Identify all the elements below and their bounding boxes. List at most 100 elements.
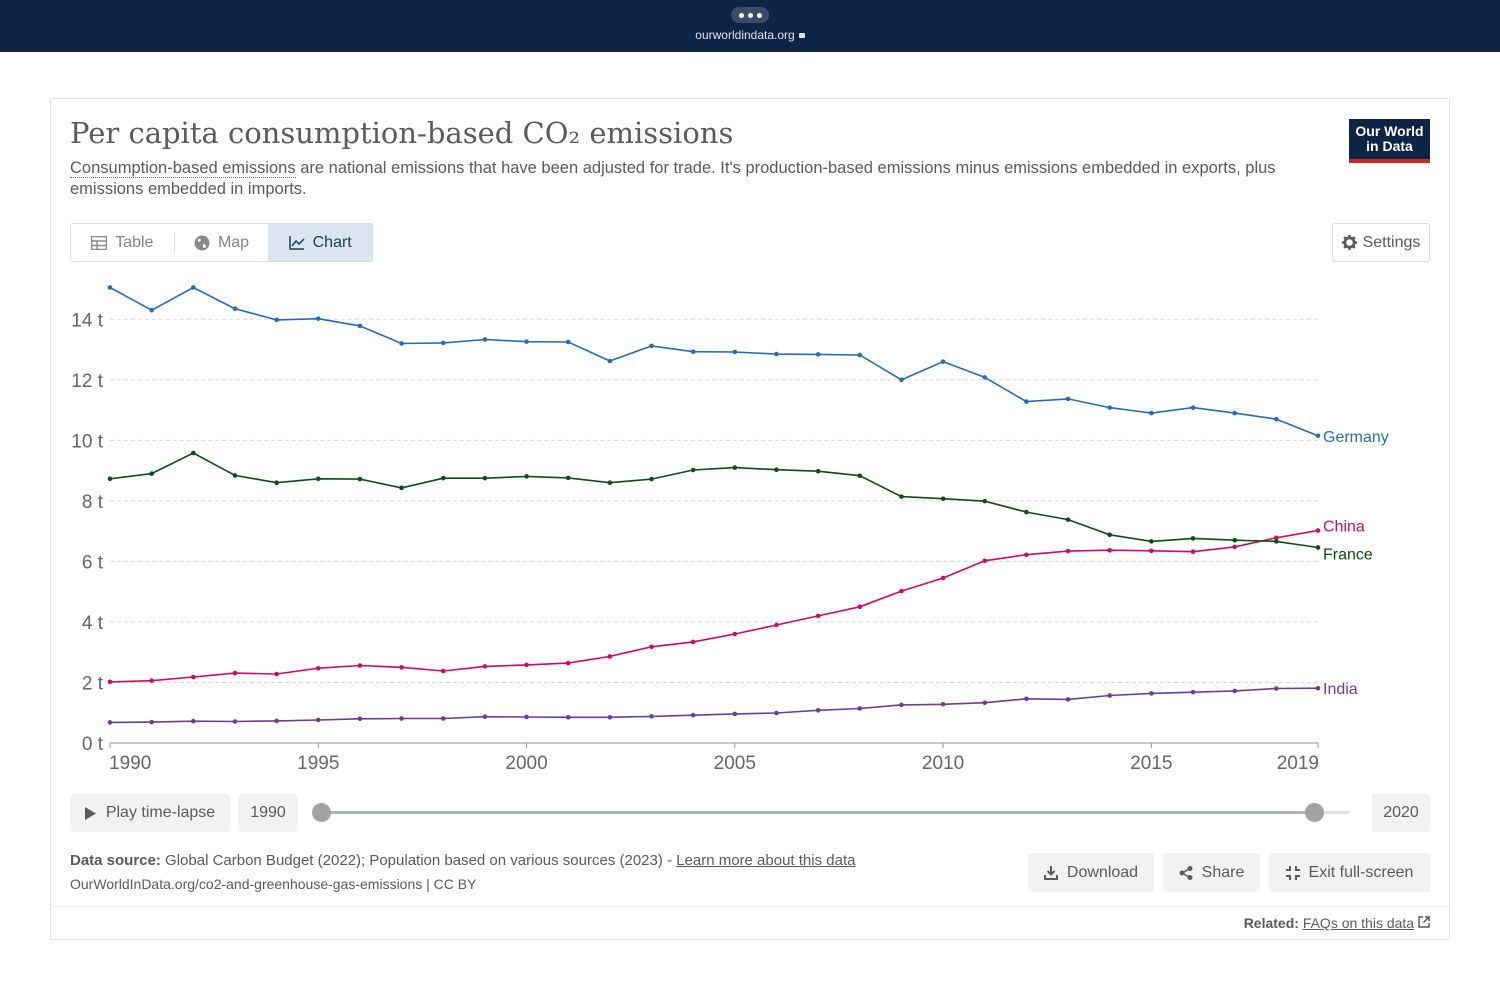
data-point-china xyxy=(899,588,904,594)
subtitle-link[interactable]: Consumption-based emissions xyxy=(70,159,296,178)
y-tick-label: 12 t xyxy=(71,371,103,392)
data-point-china xyxy=(607,654,613,659)
share-button[interactable]: Share xyxy=(1163,853,1260,892)
data-point-germany xyxy=(232,306,238,311)
data-point-china xyxy=(232,670,238,676)
tab-chart[interactable]: Chart xyxy=(268,224,372,261)
play-icon xyxy=(84,806,96,820)
data-point-china xyxy=(315,665,321,671)
data-point-france xyxy=(940,496,946,502)
source-text: Global Carbon Budget (2022); Population … xyxy=(160,852,677,869)
data-point-france xyxy=(774,467,779,472)
data-point-france xyxy=(274,480,279,486)
series-label-france: France xyxy=(1323,546,1373,563)
x-tick-label: 2019 xyxy=(1277,753,1319,774)
data-point-france xyxy=(1232,537,1237,543)
tab-table[interactable]: Table xyxy=(71,224,174,261)
tab-label: Chart xyxy=(312,233,352,251)
settings-label: Settings xyxy=(1362,233,1421,251)
data-point-china xyxy=(1315,528,1321,533)
data-point-germany xyxy=(1315,433,1321,439)
data-point-india xyxy=(357,716,363,722)
data-point-india xyxy=(1190,689,1196,695)
faqs-link[interactable]: FAQs on this data xyxy=(1302,915,1415,931)
source-label: Data source: xyxy=(70,852,161,869)
x-tick-label: 1990 xyxy=(109,753,151,774)
data-point-germany xyxy=(732,349,738,355)
external-link-icon xyxy=(1418,916,1430,928)
data-point-india xyxy=(899,702,904,708)
data-point-germany xyxy=(107,285,113,290)
data-point-india xyxy=(649,714,654,719)
data-point-germany xyxy=(315,316,321,321)
data-point-france xyxy=(107,476,113,482)
view-tabs: Table Map Chart xyxy=(70,223,373,262)
data-point-germany xyxy=(899,377,904,383)
data-point-china xyxy=(857,604,863,610)
data-point-china xyxy=(774,622,779,628)
data-point-france xyxy=(482,475,488,481)
data-point-india xyxy=(1315,685,1321,691)
series-label-china: China xyxy=(1323,519,1365,536)
tab-label: Map xyxy=(217,233,250,251)
exit-fullscreen-label: Exit full-screen xyxy=(1308,863,1414,881)
data-point-germany xyxy=(1024,399,1029,404)
data-point-germany xyxy=(649,343,654,349)
data-point-china xyxy=(815,613,821,619)
learn-more-link[interactable]: Learn more about this data xyxy=(676,852,856,869)
end-handle[interactable] xyxy=(1305,803,1324,822)
start-handle[interactable] xyxy=(312,803,331,822)
y-tick-label: 6 t xyxy=(82,552,104,573)
data-point-germany xyxy=(857,352,863,358)
data-point-germany xyxy=(399,341,404,346)
y-tick-label: 14 t xyxy=(71,310,103,331)
data-point-germany xyxy=(1107,405,1113,410)
data-point-france xyxy=(815,468,821,474)
data-point-china xyxy=(732,631,738,637)
globe-icon xyxy=(194,235,210,250)
x-tick-label: 2015 xyxy=(1130,753,1172,774)
share-label: Share xyxy=(1201,863,1245,881)
related-links: Related: FAQs on this data xyxy=(1244,915,1430,931)
data-point-france xyxy=(232,473,238,478)
data-point-china xyxy=(524,662,529,668)
timeline-range-fill xyxy=(321,811,1314,814)
source-url: OurWorldInData.org/co2-and-greenhouse-ga… xyxy=(70,876,477,892)
data-point-china xyxy=(149,678,154,683)
data-point-germany xyxy=(607,358,613,364)
data-point-china xyxy=(1065,548,1071,554)
address-bar[interactable]: ourworldindata.org xyxy=(0,28,1500,42)
data-point-india xyxy=(607,714,613,720)
data-point-india xyxy=(149,719,154,725)
timeline-slider[interactable] xyxy=(321,811,1349,814)
data-point-china xyxy=(649,644,654,650)
exit-fullscreen-button[interactable]: Exit full-screen xyxy=(1269,853,1430,892)
y-tick-label: 4 t xyxy=(82,613,104,634)
browser-top-bar: ourworldindata.org xyxy=(0,0,1500,52)
play-timelapse-button[interactable]: Play time-lapse xyxy=(70,794,230,832)
series-label-germany: Germany xyxy=(1323,429,1389,446)
data-point-india xyxy=(1065,697,1071,702)
settings-button[interactable]: Settings xyxy=(1332,223,1430,262)
data-point-china xyxy=(107,679,113,685)
play-label: Play time-lapse xyxy=(105,804,216,821)
exit-fullscreen-icon xyxy=(1285,865,1300,880)
data-point-india xyxy=(1024,696,1029,702)
data-point-china xyxy=(690,639,696,645)
download-icon xyxy=(1043,865,1058,880)
data-point-china xyxy=(1274,535,1279,541)
y-tick-label: 8 t xyxy=(82,492,104,513)
more-options-icon[interactable] xyxy=(731,7,769,23)
data-point-india xyxy=(107,720,113,725)
url-text: ourworldindata.org xyxy=(695,28,795,42)
data-point-france xyxy=(565,475,571,481)
series-line-china xyxy=(109,529,1319,683)
download-button[interactable]: Download xyxy=(1028,853,1154,892)
owid-logo[interactable]: Our World in Data xyxy=(1349,119,1430,163)
line-chart-icon xyxy=(288,235,305,250)
tab-map[interactable]: Map xyxy=(175,224,269,261)
data-point-france xyxy=(690,467,696,473)
data-point-germany xyxy=(690,349,696,354)
data-point-india xyxy=(232,719,238,724)
series-line-france xyxy=(109,452,1319,549)
